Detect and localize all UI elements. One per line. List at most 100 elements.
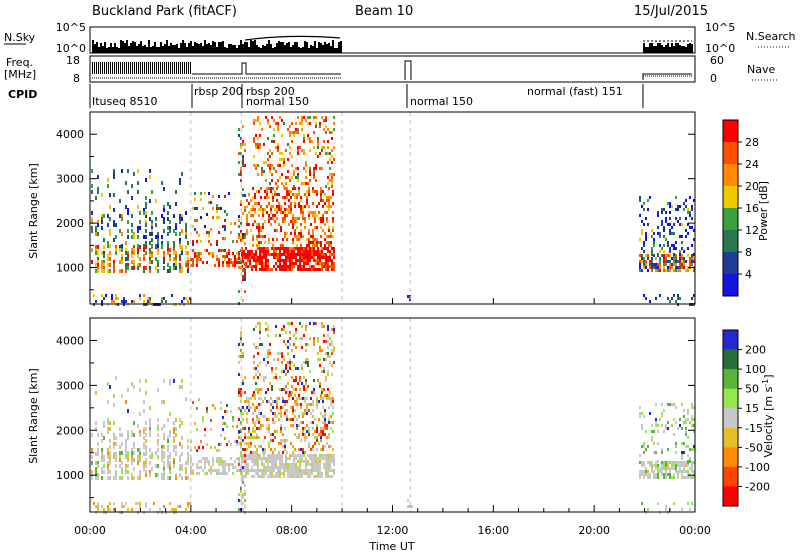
data-cell: [305, 250, 307, 253]
data-cell: [663, 473, 665, 476]
data-cell: [277, 122, 279, 125]
data-cell: [185, 461, 187, 465]
data-cell: [187, 439, 189, 443]
data-cell: [109, 244, 111, 248]
data-cell: [145, 235, 147, 239]
data-cell: [679, 257, 681, 260]
colorbar-swatch: [723, 252, 738, 275]
data-cell: [97, 442, 99, 446]
data-cell: [228, 258, 230, 261]
data-cell: [267, 352, 269, 355]
data-cell: [246, 232, 248, 235]
data-cell: [261, 170, 263, 173]
velocity-colorbar-label-close: ]: [762, 374, 775, 378]
data-cell: [667, 223, 669, 226]
data-cell: [315, 122, 317, 125]
data-cell: [665, 461, 667, 464]
data-cell: [260, 403, 262, 406]
nsky-bar: [256, 45, 258, 53]
data-cell: [163, 436, 165, 440]
data-cell: [679, 250, 681, 253]
data-cell: [651, 430, 653, 433]
data-cell: [284, 439, 286, 442]
data-cell: [331, 454, 333, 457]
nsky-bar: [300, 48, 302, 53]
data-cell: [280, 208, 282, 211]
data-cell: [691, 254, 693, 257]
data-cell: [316, 226, 318, 229]
data-cell: [210, 252, 212, 255]
nsky-bar: [160, 42, 162, 53]
data-cell: [163, 266, 165, 270]
data-cell: [179, 238, 181, 242]
data-cell: [297, 466, 299, 469]
data-cell: [266, 418, 268, 421]
data-cell: [313, 391, 315, 394]
data-cell: [689, 211, 691, 214]
data-cell: [275, 122, 277, 125]
data-cell: [323, 146, 325, 149]
data-cell: [663, 461, 665, 464]
data-cell: [113, 433, 115, 437]
data-cell: [301, 259, 303, 262]
velocity-y-axis-label: Slant Range [km]: [27, 368, 40, 464]
data-cell: [303, 262, 305, 265]
data-cell: [113, 455, 115, 459]
data-cell: [310, 235, 312, 238]
data-cell: [289, 466, 291, 469]
data-cell: [298, 187, 300, 190]
data-cell: [271, 370, 273, 373]
data-cell: [95, 263, 97, 267]
data-cell: [255, 460, 257, 463]
data-cell: [313, 146, 315, 149]
data-cell: [236, 425, 238, 428]
data-cell: [107, 421, 109, 425]
data-cell: [309, 265, 311, 268]
data-cell: [316, 424, 318, 427]
data-cell: [212, 255, 214, 258]
data-cell: [218, 443, 220, 446]
freq-bar: [126, 62, 127, 74]
data-cell: [681, 427, 683, 430]
data-cell: [101, 266, 103, 270]
data-cell: [312, 238, 314, 241]
data-cell: [194, 228, 196, 231]
data-cell: [175, 451, 177, 455]
data-cell: [683, 415, 685, 418]
nsky-bar: [246, 42, 248, 53]
data-cell: [689, 226, 691, 229]
data-cell: [265, 457, 267, 460]
data-cell: [179, 232, 181, 236]
data-cell: [151, 251, 153, 255]
figure-title: Buckland Park (fitACF): [92, 4, 237, 19]
data-cell: [91, 260, 93, 264]
data-cell: [286, 415, 288, 418]
data-cell: [196, 264, 198, 267]
data-cell: [240, 409, 242, 412]
freq-bar: [112, 62, 113, 74]
data-cell: [639, 214, 641, 217]
data-cell: [265, 265, 267, 268]
data-cell: [143, 300, 145, 303]
data-cell: [206, 231, 208, 234]
data-cell: [647, 470, 649, 473]
data-cell: [240, 236, 242, 239]
data-cell: [216, 449, 218, 452]
data-cell: [651, 439, 653, 442]
data-cell: [159, 508, 161, 511]
data-cell: [325, 469, 327, 472]
data-cell: [331, 182, 333, 185]
data-cell: [315, 250, 317, 253]
data-cell: [299, 379, 301, 382]
data-cell: [155, 235, 157, 239]
data-cell: [258, 208, 260, 211]
data-cell: [113, 172, 115, 176]
data-cell: [687, 476, 689, 479]
data-cell: [265, 268, 267, 271]
data-cell: [175, 473, 177, 477]
data-cell: [109, 193, 111, 197]
data-cell: [651, 263, 653, 266]
data-cell: [247, 463, 249, 466]
data-cell: [659, 470, 661, 473]
data-cell: [314, 430, 316, 433]
